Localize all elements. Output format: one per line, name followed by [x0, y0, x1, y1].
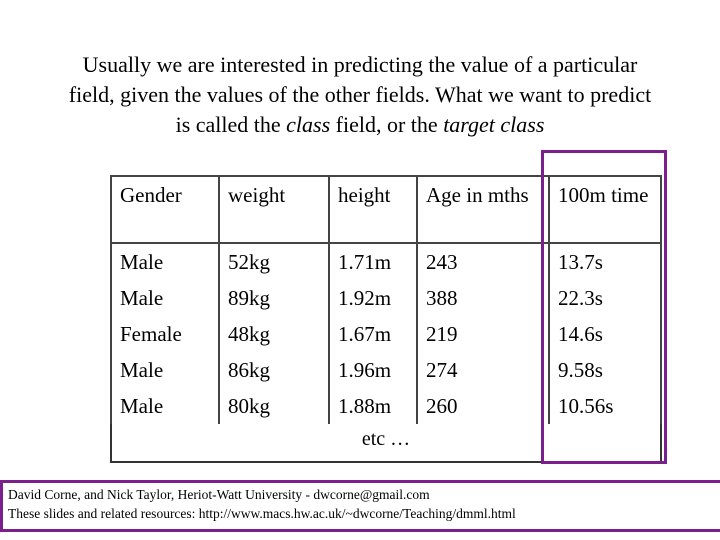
table-cell: 22.3s [548, 280, 662, 316]
heading-part: Usually we are interested in predicting … [68, 52, 652, 137]
table-row: Male 52kg 1.71m 243 13.7s [110, 243, 662, 280]
table-cell: 48kg [218, 316, 330, 352]
highlight-box [541, 150, 667, 464]
table-cell: 274 [416, 352, 550, 388]
table-cell: Male [110, 280, 220, 316]
table-cell: Female [110, 316, 220, 352]
table-cell: 89kg [218, 280, 330, 316]
table-cell: 9.58s [548, 352, 662, 388]
table-cell: 13.7s [548, 243, 662, 280]
heading-part: target class [443, 112, 545, 137]
table-cell: 10.56s [548, 388, 662, 424]
table-cell: 1.88m [328, 388, 418, 424]
table-cell: 14.6s [548, 316, 662, 352]
table-cell: 219 [416, 316, 550, 352]
table-cell: 388 [416, 280, 550, 316]
data-table: Gender weight height Age in mths 100m time Ma… [110, 175, 662, 463]
header-cell: height [328, 175, 418, 244]
header-row: Gender weight height Age in mths 100m time [110, 175, 662, 244]
table-cell: 80kg [218, 388, 330, 424]
table-row: Male 86kg 1.96m 274 9.58s [110, 352, 662, 388]
header-cell: 100m time [548, 175, 662, 244]
table-row: Female 48kg 1.67m 219 14.6s [110, 316, 662, 352]
header-cell: weight [218, 175, 330, 244]
heading-part: class [286, 112, 331, 137]
table-cell: Male [110, 388, 220, 424]
table-cell: 1.67m [328, 316, 418, 352]
table-cell: Male [110, 352, 220, 388]
table-cell: Male [110, 243, 220, 280]
header-cell: Gender [110, 175, 220, 244]
table-cell: 1.96m [328, 352, 418, 388]
table-row: Male 89kg 1.92m 388 22.3s [110, 280, 662, 316]
table-cell: 86kg [218, 352, 330, 388]
footer: David Corne, and Nick Taylor, Heriot-Wat… [0, 480, 720, 532]
table-cell: 243 [416, 243, 550, 280]
table-cell: 52kg [218, 243, 330, 280]
header-cell: Age in mths [416, 175, 550, 244]
table-cell: 1.92m [328, 280, 418, 316]
continuation-row: etc … [111, 424, 661, 462]
heading-part: field, or the [330, 112, 444, 137]
footer-line: These slides and related resources: http… [8, 506, 516, 521]
table-row: Male 80kg 1.88m 260 10.56s [110, 388, 662, 424]
heading: Usually we are interested in predicting … [60, 50, 660, 140]
footer-line: David Corne, and Nick Taylor, Heriot-Wat… [8, 487, 430, 502]
table-cell: 260 [416, 388, 550, 424]
continuation-cell: etc … [361, 428, 411, 450]
table-cell: 1.71m [328, 243, 418, 280]
